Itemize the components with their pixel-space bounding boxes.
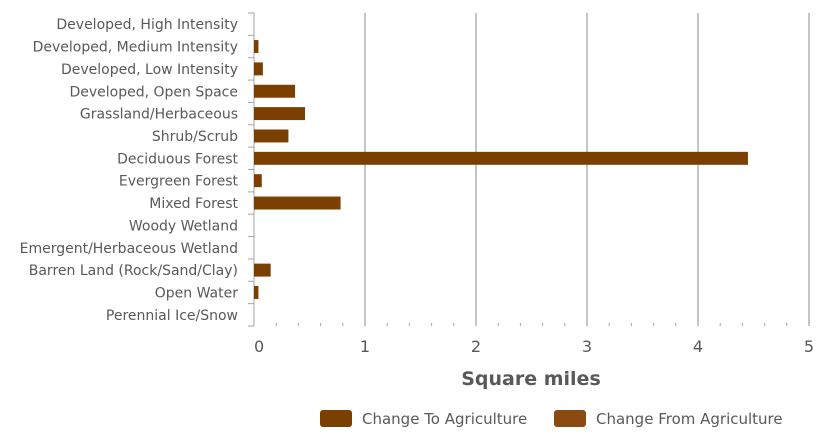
x-tick-label: 5 [804,337,814,356]
category-label: Developed, Medium Intensity [33,40,238,56]
minor-ticks [275,323,788,326]
category-label: Perennial Ice/Snow [106,308,238,324]
category-label: Barren Land (Rock/Sand/Clay) [29,263,238,279]
x-tick-labels: 0 1 2 3 4 5 [254,337,814,356]
bar-to-agriculture [254,174,262,188]
legend-label-from-agriculture: Change From Agriculture [596,410,783,428]
category-label: Deciduous Forest [117,151,238,167]
bar-to-agriculture [254,40,259,54]
category-label: Grassland/Herbaceous [80,107,238,123]
x-axis-title: Square miles [461,368,601,390]
category-label: Mixed Forest [149,196,238,212]
x-tick-label: 3 [582,337,592,356]
bar-to-agriculture [254,263,271,277]
category-label: Emergent/Herbaceous Wetland [20,241,238,257]
category-label: Evergreen Forest [119,174,239,190]
bar-to-agriculture [254,151,748,165]
bar-to-agriculture [254,107,306,121]
x-tick-label: 0 [254,337,264,356]
category-label: Developed, Open Space [69,84,238,100]
x-tick-label: 4 [693,337,703,356]
bars [254,40,748,299]
bar-to-agriculture [254,62,263,76]
gridlines [364,13,810,326]
legend: Change To Agriculture Change From Agricu… [320,410,783,428]
category-label: Developed, High Intensity [56,17,238,33]
bar-to-agriculture [254,84,296,98]
x-tick-label: 2 [471,337,481,356]
legend-swatch-from-agriculture [554,410,586,427]
category-label: Shrub/Scrub [152,129,238,145]
category-labels: Developed, High Intensity Developed, Medi… [20,17,239,324]
category-label: Open Water [155,285,238,301]
x-tick-label: 1 [360,337,370,356]
bar-to-agriculture [254,129,289,143]
bar-to-agriculture [254,285,259,299]
category-label: Woody Wetland [129,218,238,234]
legend-label-to-agriculture: Change To Agriculture [362,410,527,428]
legend-swatch-to-agriculture [320,410,352,427]
category-ticks [248,12,254,327]
category-label: Developed, Low Intensity [61,62,238,78]
bar-to-agriculture [254,196,341,210]
